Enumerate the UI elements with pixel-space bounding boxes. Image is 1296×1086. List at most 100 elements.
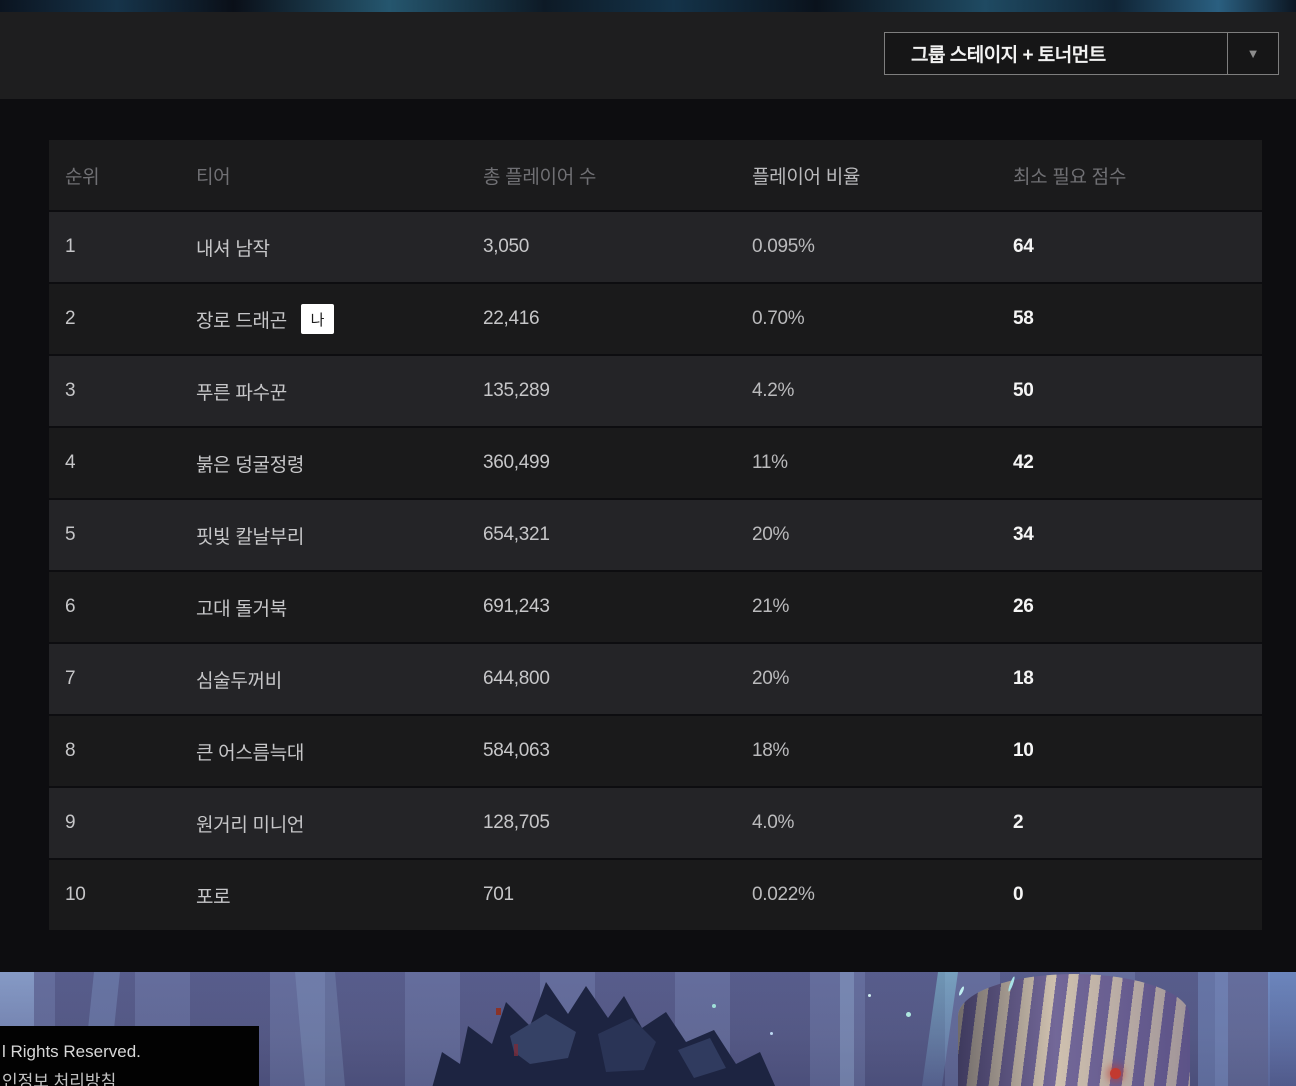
privacy-policy-link[interactable]: 인정보 처리방침 <box>2 1072 117 1086</box>
min-score-cell: 10 <box>1013 740 1034 761</box>
tier-name: 원거리 미니언 <box>196 814 305 836</box>
table-row: 10 포로 701 0.022% 0 <box>49 860 1262 930</box>
art-speck <box>906 1012 911 1017</box>
ratio-cell: 21% <box>752 596 790 617</box>
players-cell: 654,321 <box>483 524 550 545</box>
tier-name: 큰 어스름늑대 <box>196 742 305 764</box>
ratio-cell: 20% <box>752 668 790 689</box>
tier-name: 내셔 남작 <box>196 238 270 260</box>
column-header-tier: 티어 <box>196 166 231 188</box>
background-splash-art <box>0 972 1296 1086</box>
players-cell: 128,705 <box>483 812 550 833</box>
tier-table-body: 1 내셔 남작 3,050 0.095% 64 2 장로 드래곤 나 22,41… <box>49 212 1262 930</box>
column-header-players: 총 플레이어 수 <box>483 166 597 188</box>
ratio-cell: 4.0% <box>752 812 795 833</box>
rank-cell: 3 <box>65 380 76 401</box>
min-score-cell: 64 <box>1013 236 1034 257</box>
rank-cell: 1 <box>65 236 76 257</box>
light-beam <box>1198 972 1228 1086</box>
art-speck <box>712 1004 716 1008</box>
ratio-cell: 20% <box>752 524 790 545</box>
column-header-rank: 순위 <box>65 166 100 188</box>
table-row: 1 내셔 남작 3,050 0.095% 64 <box>49 212 1262 282</box>
light-beam <box>921 972 959 1086</box>
art-speck <box>868 994 871 997</box>
tier-name: 포로 <box>196 886 231 908</box>
table-row: 4 붉은 덩굴정령 360,499 11% 42 <box>49 428 1262 498</box>
ratio-cell: 11% <box>752 452 788 473</box>
rank-cell: 8 <box>65 740 76 761</box>
column-header-ratio: 플레이어 비율 <box>752 166 861 188</box>
ratio-cell: 4.2% <box>752 380 795 401</box>
table-row: 2 장로 드래곤 나 22,416 0.70% 58 <box>49 284 1262 354</box>
table-row: 8 큰 어스름늑대 584,063 18% 10 <box>49 716 1262 786</box>
players-cell: 3,050 <box>483 236 530 257</box>
min-score-cell: 42 <box>1013 452 1034 473</box>
rank-cell: 10 <box>65 884 86 905</box>
table-row: 9 원거리 미니언 128,705 4.0% 2 <box>49 788 1262 858</box>
table-row: 7 심술두꺼비 644,800 20% 18 <box>49 644 1262 714</box>
rank-cell: 2 <box>65 308 76 329</box>
tier-cell: 장로 드래곤 나 <box>196 304 483 334</box>
rights-reserved-text: l Rights Reserved. <box>2 1042 141 1061</box>
tier-name: 붉은 덩굴정령 <box>196 454 305 476</box>
tier-cell: 심술두꺼비 <box>196 666 483 693</box>
tier-table: 순위 티어 총 플레이어 수 플레이어 비율 최소 필요 점수 1 내셔 남작 … <box>49 140 1262 932</box>
min-score-cell: 18 <box>1013 668 1034 689</box>
background-art-top-strip <box>0 0 1296 12</box>
tier-table-header-row: 순위 티어 총 플레이어 수 플레이어 비율 최소 필요 점수 <box>49 140 1262 210</box>
tier-name: 장로 드래곤 <box>196 310 287 332</box>
art-speck <box>770 1032 773 1035</box>
table-row: 3 푸른 파수꾼 135,289 4.2% 50 <box>49 356 1262 426</box>
light-beam <box>840 972 854 1086</box>
players-cell: 644,800 <box>483 668 550 689</box>
min-score-cell: 2 <box>1013 812 1024 833</box>
ratio-cell: 0.095% <box>752 236 815 257</box>
column-header-min-score: 최소 필요 점수 <box>1013 166 1127 188</box>
rank-cell: 4 <box>65 452 76 473</box>
min-score-cell: 26 <box>1013 596 1034 617</box>
tier-cell: 푸른 파수꾼 <box>196 378 483 405</box>
min-score-cell: 50 <box>1013 380 1034 401</box>
tier-cell: 포로 <box>196 882 483 909</box>
dropdown-arrow-zone[interactable]: ▼ <box>1227 33 1278 74</box>
tier-cell: 붉은 덩굴정령 <box>196 450 483 477</box>
min-score-cell: 58 <box>1013 308 1034 329</box>
stage-filter-dropdown[interactable]: 그룹 스테이지 + 토너먼트 ▼ <box>884 32 1279 75</box>
ime-composition-badge: 나 <box>300 304 334 334</box>
tier-cell: 핏빛 칼날부리 <box>196 522 483 549</box>
character-silhouette-art <box>432 982 776 1086</box>
light-beam <box>1268 972 1296 1086</box>
rank-cell: 9 <box>65 812 76 833</box>
tier-name: 심술두꺼비 <box>196 670 282 692</box>
stage-filter-selected-value: 그룹 스테이지 + 토너먼트 <box>911 45 1106 66</box>
min-score-cell: 0 <box>1013 884 1024 905</box>
ratio-cell: 0.70% <box>752 308 805 329</box>
players-cell: 691,243 <box>483 596 550 617</box>
red-light-art <box>1110 1068 1121 1079</box>
rank-cell: 5 <box>65 524 76 545</box>
footer: l Rights Reserved. 인정보 처리방침 <box>0 1026 259 1086</box>
tier-name: 고대 돌거북 <box>196 598 287 620</box>
tier-cell: 고대 돌거북 <box>196 594 483 621</box>
players-cell: 360,499 <box>483 452 550 473</box>
tier-name: 핏빛 칼날부리 <box>196 526 305 548</box>
tier-cell: 원거리 미니언 <box>196 810 483 837</box>
rank-cell: 7 <box>65 668 76 689</box>
players-cell: 135,289 <box>483 380 550 401</box>
chevron-down-icon: ▼ <box>1246 46 1260 61</box>
tier-cell: 내셔 남작 <box>196 234 483 261</box>
players-cell: 584,063 <box>483 740 550 761</box>
rank-cell: 6 <box>65 596 76 617</box>
players-cell: 22,416 <box>483 308 540 329</box>
light-beam <box>295 972 345 1086</box>
players-cell: 701 <box>483 884 514 905</box>
min-score-cell: 34 <box>1013 524 1034 545</box>
tier-cell: 큰 어스름늑대 <box>196 738 483 765</box>
ratio-cell: 18% <box>752 740 790 761</box>
tier-name: 푸른 파수꾼 <box>196 382 287 404</box>
tower-building-art <box>958 974 1190 1086</box>
ratio-cell: 0.022% <box>752 884 815 905</box>
table-row: 5 핏빛 칼날부리 654,321 20% 34 <box>49 500 1262 570</box>
